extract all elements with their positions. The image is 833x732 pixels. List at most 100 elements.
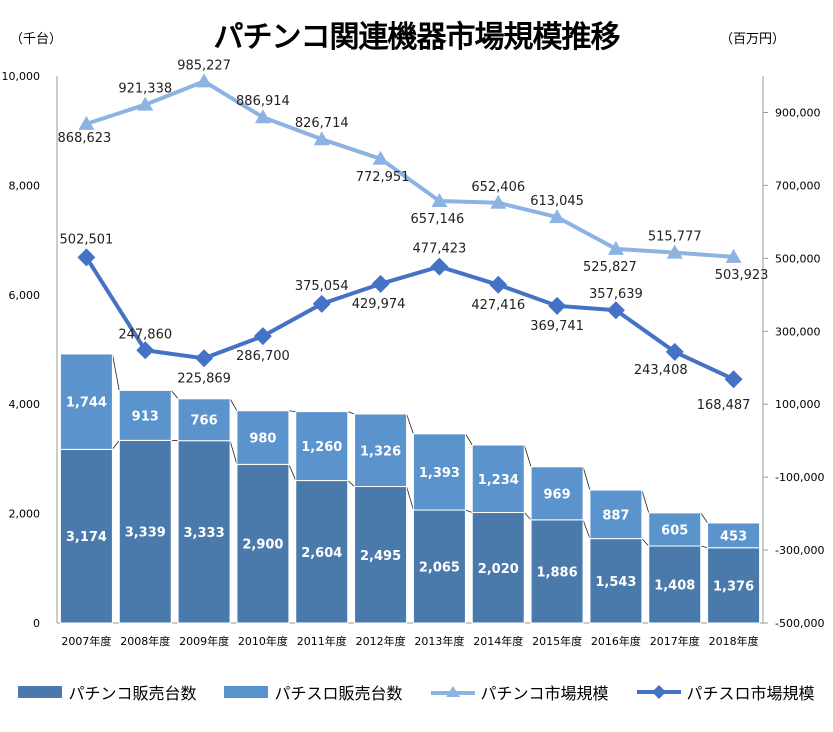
line-data-label: 357,639 <box>589 287 643 302</box>
series-line <box>700 545 708 549</box>
left-tick-label: 8,000 <box>9 179 41 192</box>
line-data-label: 503,923 <box>715 268 769 283</box>
diamond-marker <box>724 370 743 389</box>
bar-label: 969 <box>544 487 571 502</box>
diamond-marker <box>136 341 155 360</box>
legend-item: パチンコ販売台数 <box>18 680 196 704</box>
bar-pachislot <box>118 389 172 441</box>
right-tick-label: 500,000 <box>775 252 821 265</box>
triangle-marker <box>372 150 389 165</box>
left-tick-label: 10,000 <box>2 70 41 83</box>
bar-label: 2,020 <box>478 562 519 577</box>
legend-item: パチスロ販売台数 <box>224 680 403 704</box>
right-axis-unit: （百万円） <box>720 32 786 47</box>
bar-label: 3,333 <box>184 526 225 541</box>
x-tick-label: 2009年度 <box>179 634 229 648</box>
series-line <box>288 410 296 413</box>
x-tick-label: 2008年度 <box>120 634 170 648</box>
x-tick-label: 2013年度 <box>414 634 464 648</box>
bar-pachinko <box>530 519 584 624</box>
series-line <box>523 512 532 521</box>
series-line <box>229 398 238 411</box>
triangle-marker <box>78 115 95 130</box>
bar-pachislot <box>295 411 349 482</box>
line-data-label: 772,951 <box>356 170 410 185</box>
x-tick-label: 2010年度 <box>238 634 288 648</box>
diamond-marker <box>312 294 331 313</box>
bar-pachislot <box>530 466 584 521</box>
bar-pachinko <box>118 439 172 624</box>
line-data-label: 477,423 <box>413 242 467 257</box>
triangle-marker <box>196 73 213 88</box>
series-line <box>523 444 532 467</box>
x-tick-label: 2018年度 <box>709 634 759 648</box>
bar-label: 887 <box>602 508 629 523</box>
legend-swatch <box>224 686 269 698</box>
line-data-label: 286,700 <box>236 349 290 364</box>
legend-item: パチスロ市場規模 <box>636 680 815 704</box>
bar-label: 980 <box>249 432 276 447</box>
line-data-label: 657,146 <box>411 212 465 227</box>
triangle-marker <box>254 109 271 124</box>
series-line <box>170 390 179 400</box>
bar-pachinko <box>707 547 761 624</box>
bar-label: 1,234 <box>478 473 519 488</box>
x-tick-label: 2011年度 <box>297 634 347 648</box>
diamond-marker <box>77 248 96 267</box>
x-tick-label: 2017年度 <box>650 634 700 648</box>
series-line <box>347 480 355 487</box>
bar-pachislot <box>236 410 290 465</box>
bar-label: 913 <box>132 409 159 424</box>
bar-label: 453 <box>720 529 747 544</box>
legend-label: パチンコ販売台数 <box>68 684 197 703</box>
line-data-label: 886,914 <box>236 94 290 109</box>
line-data-label: 868,623 <box>58 131 112 146</box>
left-tick-label: 4,000 <box>9 398 41 411</box>
legend: パチンコ販売台数 パチスロ販売台数 パチンコ市場規模 パチスロ市場規模 <box>0 680 833 704</box>
bar-pachinko <box>354 486 408 624</box>
line-data-label: 243,408 <box>634 363 688 378</box>
right-tick-label: -300,000 <box>775 544 824 557</box>
series-line <box>582 519 591 539</box>
line-data-label: 427,416 <box>471 298 525 313</box>
line-data-label: 429,974 <box>352 297 406 312</box>
bar-pachislot <box>59 353 113 450</box>
diamond-marker <box>371 274 390 293</box>
bar-label: 1,376 <box>713 579 754 594</box>
x-tick-label: 2014年度 <box>473 634 523 648</box>
bar-label: 1,744 <box>66 396 107 411</box>
x-tick-label: 2012年度 <box>356 634 406 648</box>
line-data-label: 525,827 <box>583 260 637 275</box>
legend-label: パチンコ市場規模 <box>480 684 609 703</box>
bar-label: 766 <box>191 414 218 429</box>
series-line <box>641 489 650 514</box>
bar-label: 3,174 <box>66 530 107 545</box>
bar-label: 1,543 <box>595 575 636 590</box>
bar-label: 2,900 <box>242 538 283 553</box>
line-data-label: 369,741 <box>530 319 584 334</box>
bar-pachinko <box>295 480 349 624</box>
bar-label: 3,339 <box>125 526 166 541</box>
triangle-marker <box>666 244 683 259</box>
bar-label: 2,065 <box>419 561 460 576</box>
triangle-marker <box>549 209 566 224</box>
diamond-marker <box>665 342 684 361</box>
triangle-marker <box>137 96 154 111</box>
legend-triangle-icon <box>430 686 475 697</box>
bar-label: 1,408 <box>654 578 695 593</box>
bar-pachinko <box>471 512 525 624</box>
series-line <box>465 509 473 513</box>
bar-label: 2,495 <box>360 549 401 564</box>
bar-pachislot <box>648 512 702 547</box>
right-tick-label: -100,000 <box>775 471 824 484</box>
bar-pachinko <box>648 545 702 624</box>
line-data-label: 168,487 <box>697 398 751 413</box>
series-line <box>112 353 120 391</box>
series-line <box>582 466 591 491</box>
chart-title: パチンコ関連機器市場規模推移 <box>213 20 621 55</box>
diamond-marker <box>253 327 272 346</box>
legend-item: パチンコ市場規模 <box>430 680 609 704</box>
x-tick-label: 2015年度 <box>532 634 582 648</box>
legend-swatch <box>18 686 63 698</box>
diamond-marker <box>430 257 449 276</box>
